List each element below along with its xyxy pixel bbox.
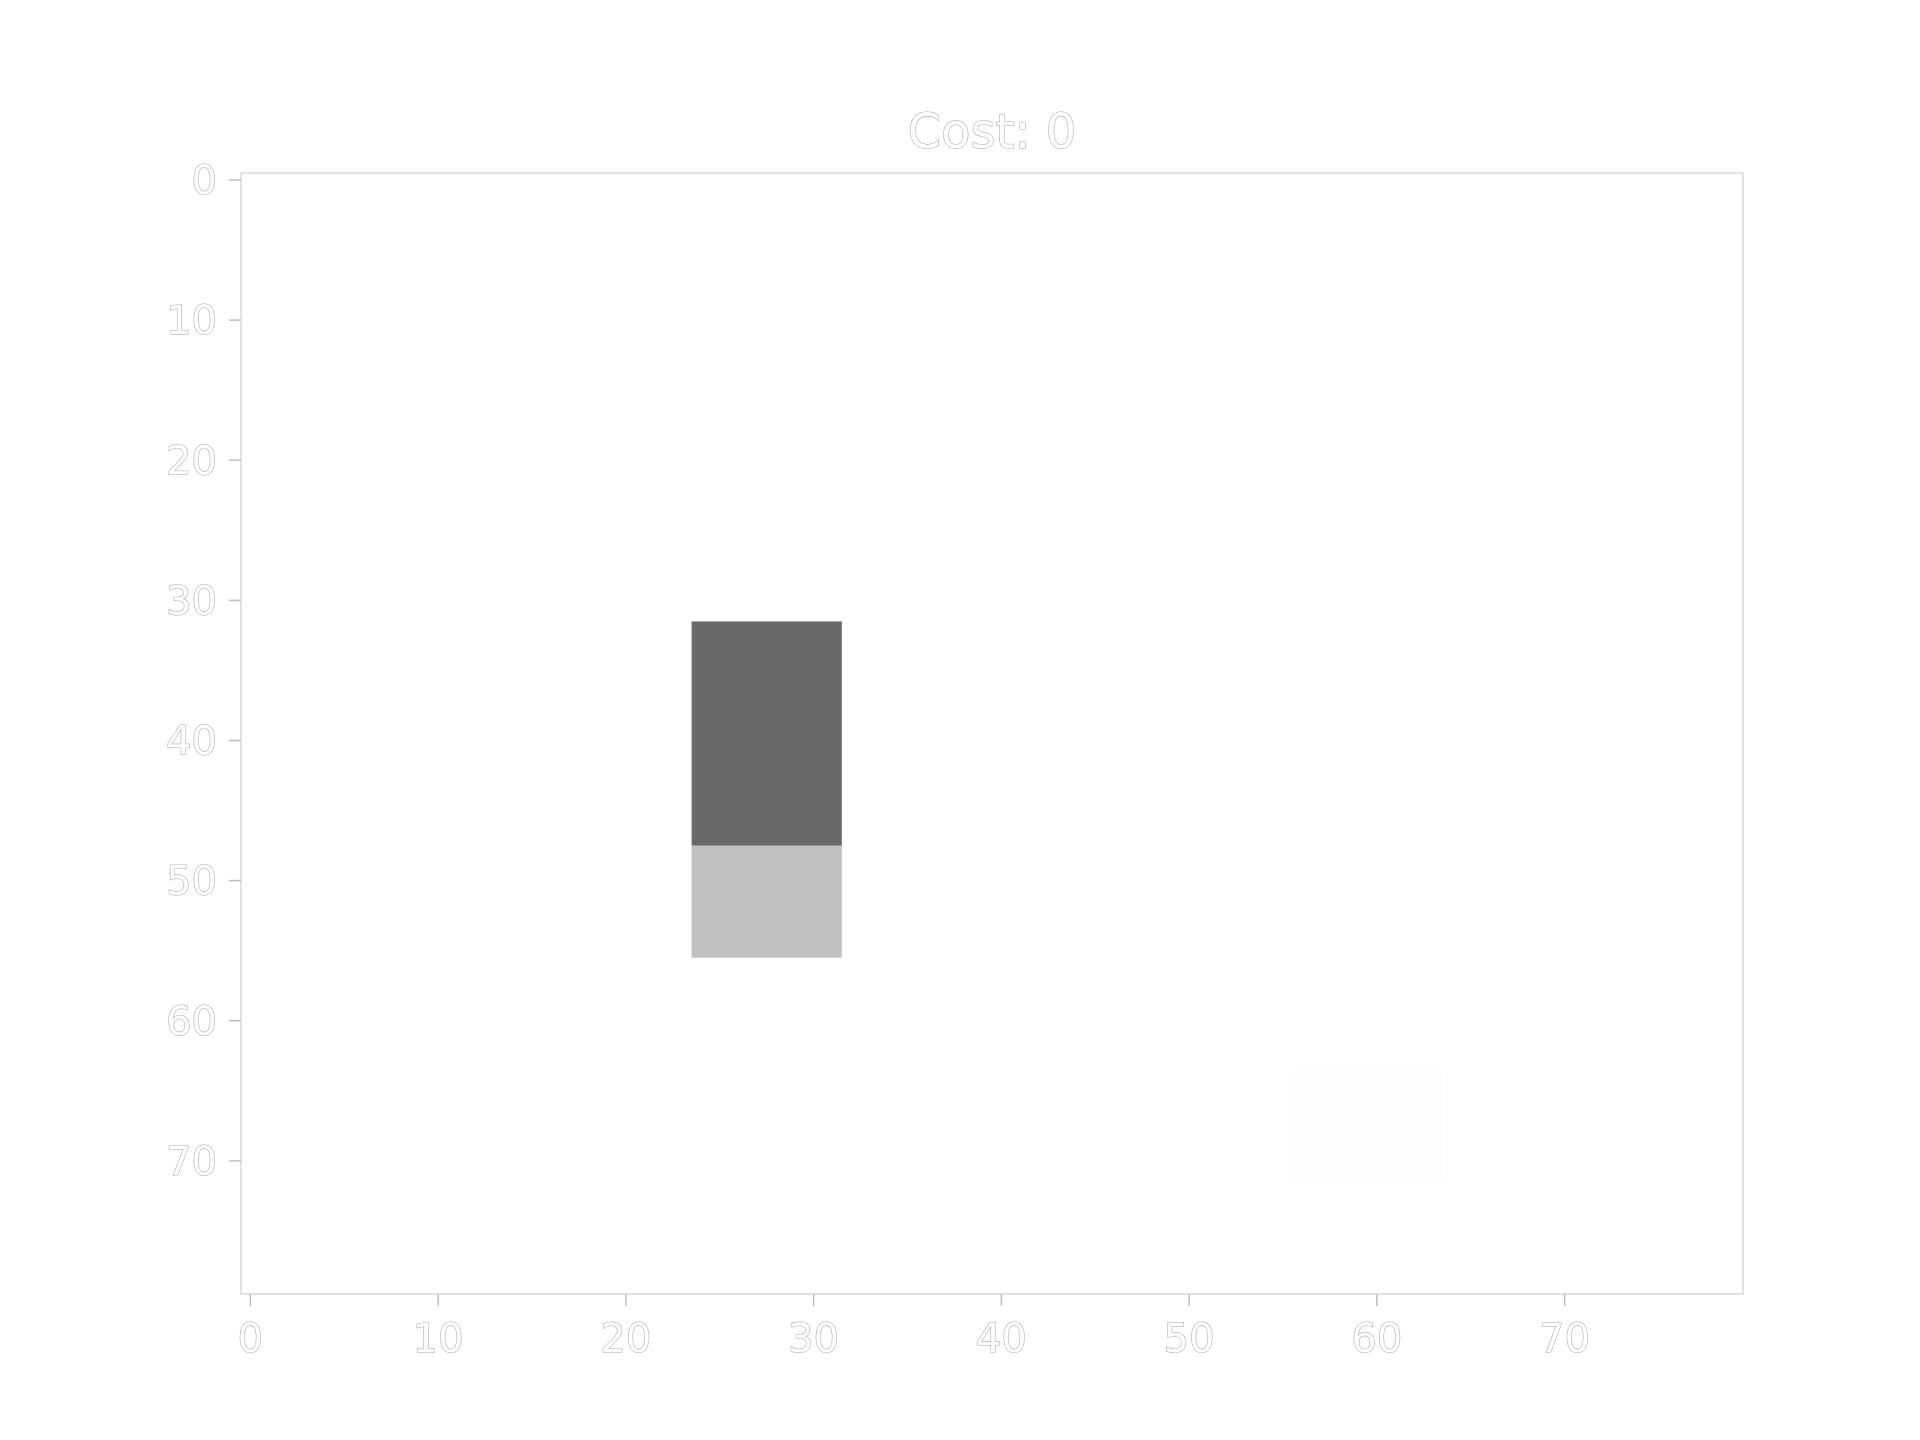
agent-block	[691, 621, 842, 846]
y-tick-label: 0	[192, 158, 217, 204]
y-tick-label: 30	[166, 578, 217, 624]
y-tick-label: 70	[166, 1139, 217, 1185]
x-tick-label: 30	[788, 1316, 839, 1362]
x-tick-label: 50	[1164, 1316, 1215, 1362]
x-tick-label: 60	[1351, 1316, 1402, 1362]
y-tick-label: 20	[166, 438, 217, 484]
game-objects	[691, 621, 1443, 1182]
x-axis: 0 10 20 30 40 50 60 70	[237, 1294, 1591, 1363]
y-tick-label: 60	[166, 999, 217, 1045]
agent-shadow	[691, 845, 842, 958]
y-tick-label: 50	[166, 859, 217, 905]
y-tick-label: 40	[166, 719, 217, 765]
x-tick-label: 20	[600, 1316, 651, 1362]
x-tick-label: 40	[976, 1316, 1027, 1362]
x-tick-label: 70	[1539, 1316, 1590, 1362]
target-zone	[1292, 1069, 1443, 1182]
y-axis: 0 10 20 30 40 50 60 70	[166, 157, 241, 1185]
axes-frame	[240, 172, 1744, 1295]
x-tick-label: 0	[238, 1316, 263, 1362]
plot-title: Cost: 0	[908, 104, 1077, 160]
x-tick-label: 10	[413, 1316, 464, 1362]
y-tick-label: 10	[166, 298, 217, 344]
